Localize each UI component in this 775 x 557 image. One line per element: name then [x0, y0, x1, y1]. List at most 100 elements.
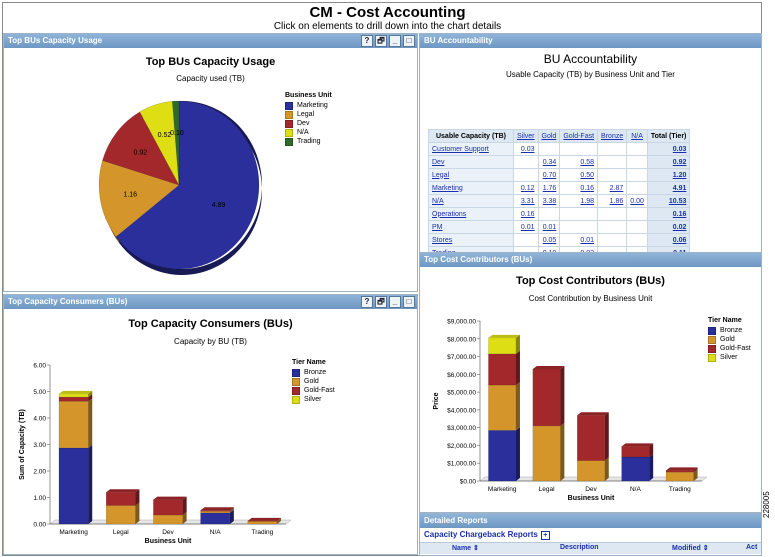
table-cell [597, 220, 628, 234]
row-label[interactable]: N/A [428, 194, 514, 208]
row-label[interactable]: Marketing [428, 181, 514, 195]
bar-segment-side [560, 366, 565, 426]
table-cell[interactable]: 0.01 [537, 220, 561, 234]
row-total[interactable]: 1.20 [646, 168, 691, 182]
table-header-cell[interactable]: Silver [513, 129, 539, 143]
table-cell[interactable]: 0.16 [513, 207, 539, 221]
column-name[interactable]: Name ⇕ [452, 545, 479, 552]
y-tick-label: $0.00 [460, 479, 477, 486]
legend-swatch [285, 101, 293, 110]
legend-item: Gold [292, 377, 335, 386]
table-cell [626, 220, 648, 234]
table-cell[interactable]: 0.12 [513, 181, 539, 195]
row-label[interactable]: PM [428, 220, 514, 234]
table-cell[interactable]: 1.76 [537, 181, 561, 195]
table-cell[interactable]: 0.70 [537, 168, 561, 182]
bar-top-cap [247, 517, 282, 521]
row-total[interactable]: 0.16 [646, 207, 691, 221]
bar-segment-side [649, 454, 654, 481]
table-header-cell: Usable Capacity (TB) [428, 129, 514, 143]
x-tick-label: N/A [630, 486, 642, 493]
capacity-bar-chart[interactable]: 0.00 1.00 2.00 3.00 4.00 5.00 6.00 Marketing Leg… [8, 351, 298, 551]
legend-item: Marketing [285, 101, 332, 110]
legend-item: Gold-Fast [708, 344, 751, 353]
bar-segment-gold-fast [247, 520, 278, 522]
cost-bar-chart[interactable]: $0.00 $1,000.00 $2,000.00 $3,000.00 $4,000.0… [422, 311, 712, 511]
row-total[interactable]: 0.11 [646, 246, 691, 253]
row-label[interactable]: Customer Support [428, 142, 514, 156]
legend-swatch [285, 128, 293, 137]
table-cell[interactable]: 3.31 [513, 194, 539, 208]
x-tick-label: N/A [210, 529, 222, 536]
bar-segment-side [229, 508, 234, 513]
bar-segment-gold-fast [577, 415, 605, 461]
expand-icon[interactable]: + [540, 531, 550, 540]
x-tick-label: Dev [162, 529, 174, 536]
row-label[interactable]: Legal [428, 168, 514, 182]
table-cell[interactable]: 0.34 [537, 155, 561, 169]
legend-label: Bronze [304, 369, 327, 376]
tier-legend: Tier Name Bronze Gold Gold-Fast Silver [708, 317, 751, 362]
table-header-cell[interactable]: N/A [626, 129, 648, 143]
y-tick-label: $6,000.00 [447, 372, 476, 379]
help-icon[interactable]: ? [361, 35, 373, 47]
row-total[interactable]: 0.03 [646, 142, 691, 156]
table-header-cell[interactable]: Bronze [597, 129, 628, 143]
y-tick-label: $1,000.00 [447, 461, 476, 468]
table-cell [513, 168, 539, 182]
table-cell[interactable]: 0.50 [559, 168, 599, 182]
legend-label: Gold-Fast [304, 387, 335, 394]
panel-header-label: BU Accountability [424, 36, 493, 45]
row-total[interactable]: 0.92 [646, 155, 691, 169]
table-cell[interactable]: 0.58 [559, 155, 599, 169]
legend-swatch [292, 386, 300, 395]
bar-segment-side [229, 507, 234, 512]
table-cell [626, 233, 648, 247]
row-label[interactable]: Dev [428, 155, 514, 169]
table-cell [626, 155, 648, 169]
row-label[interactable]: Operations [428, 207, 514, 221]
row-total[interactable]: 4.91 [646, 181, 691, 195]
table-cell[interactable]: 1.98 [559, 194, 599, 208]
help-icon[interactable]: ? [361, 296, 373, 308]
table-cell [626, 168, 648, 182]
table-header-cell[interactable]: Gold [537, 129, 561, 143]
table-cell [537, 207, 561, 221]
minimize-icon[interactable]: _ [389, 35, 401, 47]
row-label[interactable]: Stores [428, 233, 514, 247]
bar-segment-gold [665, 471, 694, 482]
row-label[interactable]: Trading [428, 246, 514, 253]
maximize-icon[interactable]: □ [403, 296, 415, 308]
table-header-cell[interactable]: Gold-Fast [559, 129, 599, 143]
row-total[interactable]: 0.06 [646, 233, 691, 247]
table-cell[interactable]: 2.87 [597, 181, 628, 195]
legend-label: Dev [297, 120, 310, 127]
row-total[interactable]: 10.53 [646, 194, 691, 208]
table-cell [559, 207, 599, 221]
pie-slice-legal [98, 160, 180, 238]
maximize-icon[interactable]: □ [403, 35, 415, 47]
panel-header: BU Accountability [420, 34, 761, 48]
table-cell [513, 233, 539, 247]
table-cell[interactable]: 1.86 [597, 194, 628, 208]
bar-segment-gold-fast [58, 396, 89, 402]
column-modified[interactable]: Modified ⇕ [672, 545, 709, 552]
row-total[interactable]: 0.02 [646, 220, 691, 234]
y-tick-label: 1.00 [33, 495, 46, 502]
table-cell[interactable]: 0.05 [537, 233, 561, 247]
capacity-chargeback-reports-link[interactable]: Capacity Chargeback Reports + [424, 530, 550, 540]
table-cell[interactable]: 0.01 [559, 233, 599, 247]
popout-icon[interactable]: 🗗 [375, 296, 387, 308]
legend-item: Legal [285, 110, 332, 119]
table-cell[interactable]: 3.38 [537, 194, 561, 208]
bar-top-cap [106, 489, 140, 493]
table-cell[interactable]: 0.16 [559, 181, 599, 195]
popout-icon[interactable]: 🗗 [375, 35, 387, 47]
pie-chart[interactable]: 4.89 1.16 0.92 0.520.10 [44, 89, 344, 289]
bar-segment-bronze [58, 447, 89, 525]
table-cell[interactable]: 0.01 [513, 220, 539, 234]
table-cell[interactable]: 0.03 [513, 142, 539, 156]
table-cell[interactable]: 0.00 [626, 194, 648, 208]
pie-data-label: 4.89 [212, 202, 226, 209]
minimize-icon[interactable]: _ [389, 296, 401, 308]
